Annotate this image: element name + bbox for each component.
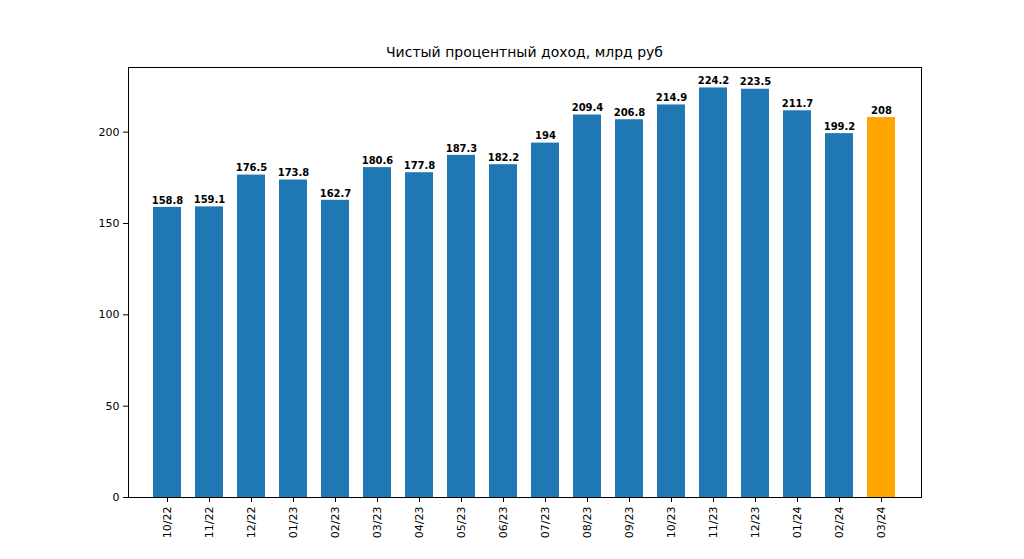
svg-text:02/23: 02/23: [329, 507, 342, 539]
svg-text:223.5: 223.5: [740, 76, 772, 87]
svg-text:10/23: 10/23: [665, 507, 678, 539]
svg-text:100: 100: [99, 308, 120, 321]
svg-text:06/23: 06/23: [497, 507, 510, 539]
svg-text:12/23: 12/23: [749, 507, 762, 539]
svg-text:180.6: 180.6: [362, 155, 394, 166]
svg-text:05/23: 05/23: [455, 507, 468, 539]
svg-text:01/23: 01/23: [287, 507, 300, 539]
svg-text:10/22: 10/22: [161, 507, 174, 539]
svg-text:03/23: 03/23: [371, 507, 384, 539]
svg-text:162.7: 162.7: [320, 187, 352, 198]
svg-text:01/24: 01/24: [791, 507, 804, 539]
svg-text:07/23: 07/23: [539, 507, 552, 539]
svg-text:11/23: 11/23: [707, 507, 720, 539]
svg-text:11/22: 11/22: [203, 507, 216, 539]
svg-text:03/24: 03/24: [875, 507, 888, 539]
svg-text:200: 200: [99, 126, 120, 139]
svg-text:214.9: 214.9: [656, 92, 688, 103]
svg-text:04/23: 04/23: [413, 507, 426, 539]
svg-text:182.2: 182.2: [488, 152, 520, 163]
svg-text:173.8: 173.8: [278, 167, 310, 178]
svg-text:187.3: 187.3: [446, 143, 478, 154]
svg-text:02/24: 02/24: [833, 507, 846, 539]
svg-text:150: 150: [99, 217, 120, 230]
svg-text:50: 50: [106, 400, 120, 413]
svg-text:08/23: 08/23: [581, 507, 594, 539]
svg-text:208: 208: [871, 105, 892, 116]
svg-text:224.2: 224.2: [698, 75, 730, 86]
svg-text:177.8: 177.8: [404, 160, 436, 171]
svg-text:0: 0: [113, 491, 120, 504]
svg-text:159.1: 159.1: [194, 194, 226, 205]
svg-text:206.8: 206.8: [614, 107, 646, 118]
svg-text:09/23: 09/23: [623, 507, 636, 539]
svg-text:209.4: 209.4: [572, 102, 604, 113]
html-text:Чистый процентный доход, млрд: Чистый процентный доход, млрд руб: [386, 44, 663, 60]
svg-text:211.7: 211.7: [782, 98, 814, 109]
svg-text:12/22: 12/22: [245, 507, 258, 539]
svg-text:158.8: 158.8: [152, 195, 184, 206]
svg-text:176.5: 176.5: [236, 162, 268, 173]
svg-text:199.2: 199.2: [824, 121, 856, 132]
svg-text:194: 194: [535, 130, 556, 141]
